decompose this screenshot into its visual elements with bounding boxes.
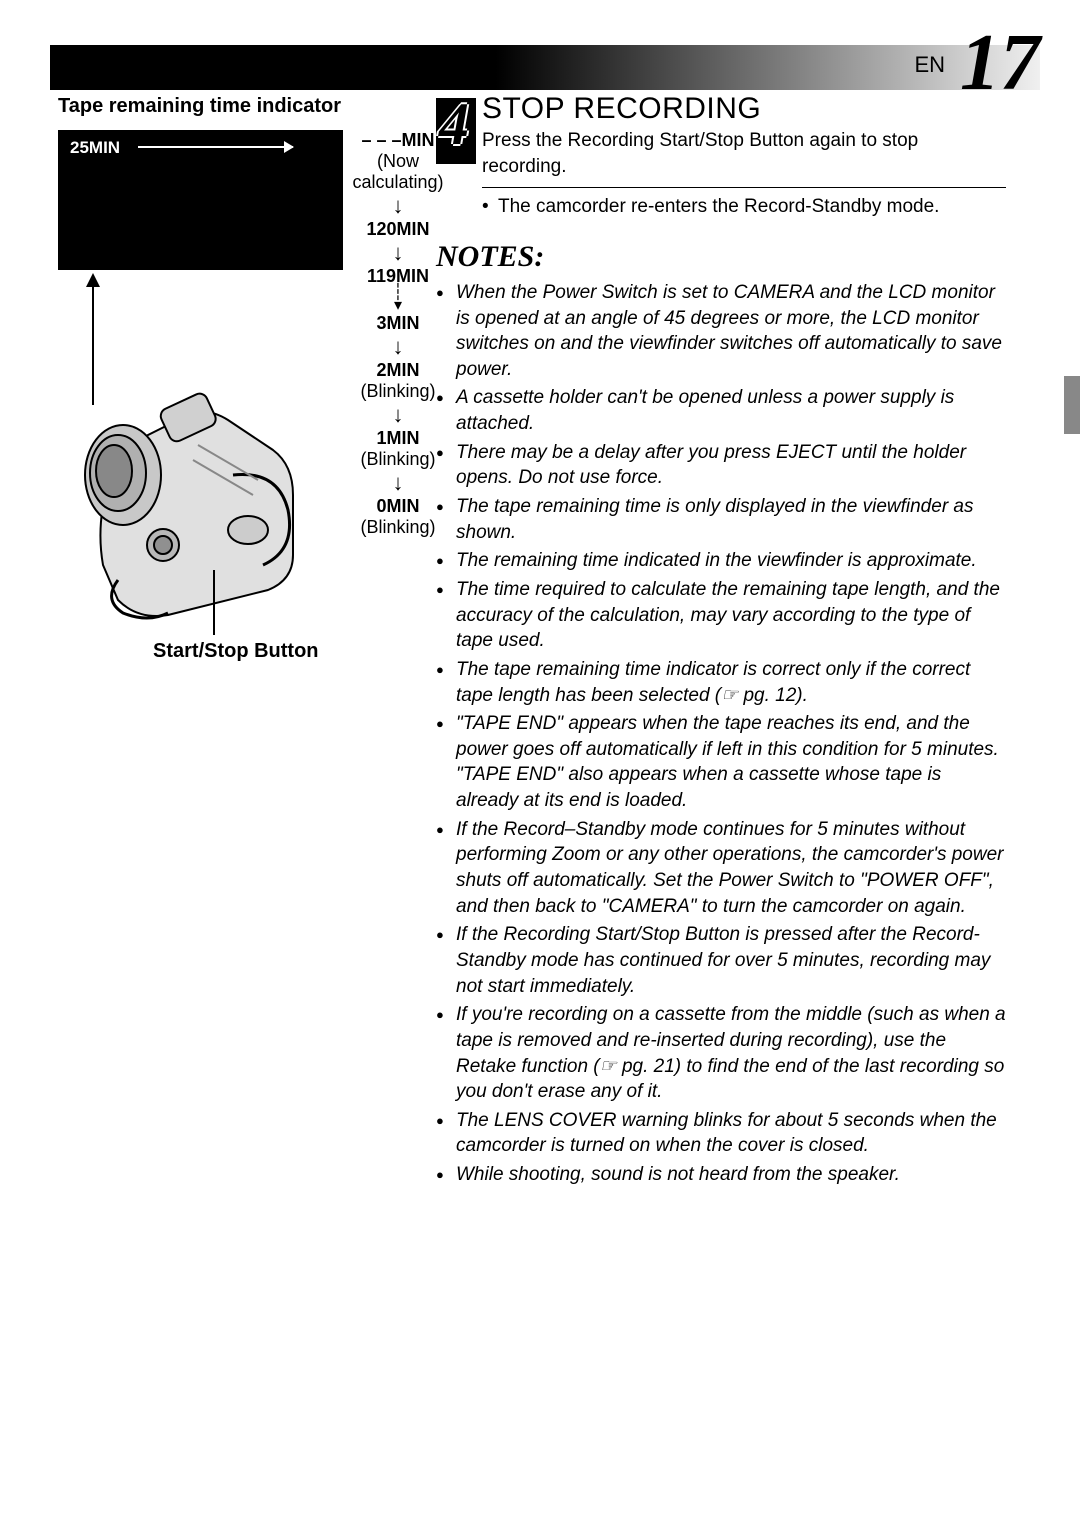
note-item: The time required to calculate the remai…	[436, 577, 1006, 654]
note-item: The LENS COVER warning blinks for about …	[436, 1108, 1006, 1159]
step-number: 4	[439, 90, 469, 159]
pointer-line	[213, 570, 215, 635]
camcorder-illustration	[48, 365, 328, 645]
step-description: Press the Recording Start/Stop Button ag…	[482, 128, 1006, 179]
note-item: The tape remaining time is only displaye…	[436, 494, 1006, 545]
edge-tab	[1064, 376, 1080, 434]
note-item: When the Power Switch is set to CAMERA a…	[436, 280, 1006, 383]
note-item: The remaining time indicated in the view…	[436, 548, 1006, 574]
viewfinder-arrow	[138, 146, 293, 148]
right-column: 4 STOP RECORDING Press the Recording Sta…	[436, 92, 1006, 1191]
note-item: There may be a delay after you press EJE…	[436, 440, 1006, 491]
header-gradient-bar	[50, 45, 1040, 90]
start-stop-button-label: Start/Stop Button	[153, 640, 319, 663]
page-language: EN	[914, 52, 945, 78]
notes-heading: NOTES:	[436, 240, 1006, 274]
viewfinder-time-text: 25MIN	[70, 138, 120, 158]
step-4: 4 STOP RECORDING Press the Recording Sta…	[436, 92, 1006, 220]
note-item: If you're recording on a cassette from t…	[436, 1002, 1006, 1105]
indicator-title: Tape remaining time indicator	[58, 95, 418, 118]
note-item: If the Recording Start/Stop Button is pr…	[436, 922, 1006, 999]
step-title: STOP RECORDING	[482, 92, 1006, 126]
note-item: "TAPE END" appears when the tape reaches…	[436, 711, 1006, 814]
divider	[482, 187, 1006, 188]
note-item: If the Record–Standby mode continues for…	[436, 817, 1006, 920]
left-column: Tape remaining time indicator 25MIN – – …	[58, 95, 418, 128]
note-item: While shooting, sound is not heard from …	[436, 1162, 1006, 1188]
note-item: A cassette holder can't be opened unless…	[436, 385, 1006, 436]
note-item: The tape remaining time indicator is cor…	[436, 657, 1006, 708]
step-bullet: The camcorder re-enters the Record-Stand…	[482, 194, 1006, 220]
viewfinder-display: 25MIN	[58, 130, 343, 270]
notes-list: When the Power Switch is set to CAMERA a…	[436, 280, 1006, 1188]
